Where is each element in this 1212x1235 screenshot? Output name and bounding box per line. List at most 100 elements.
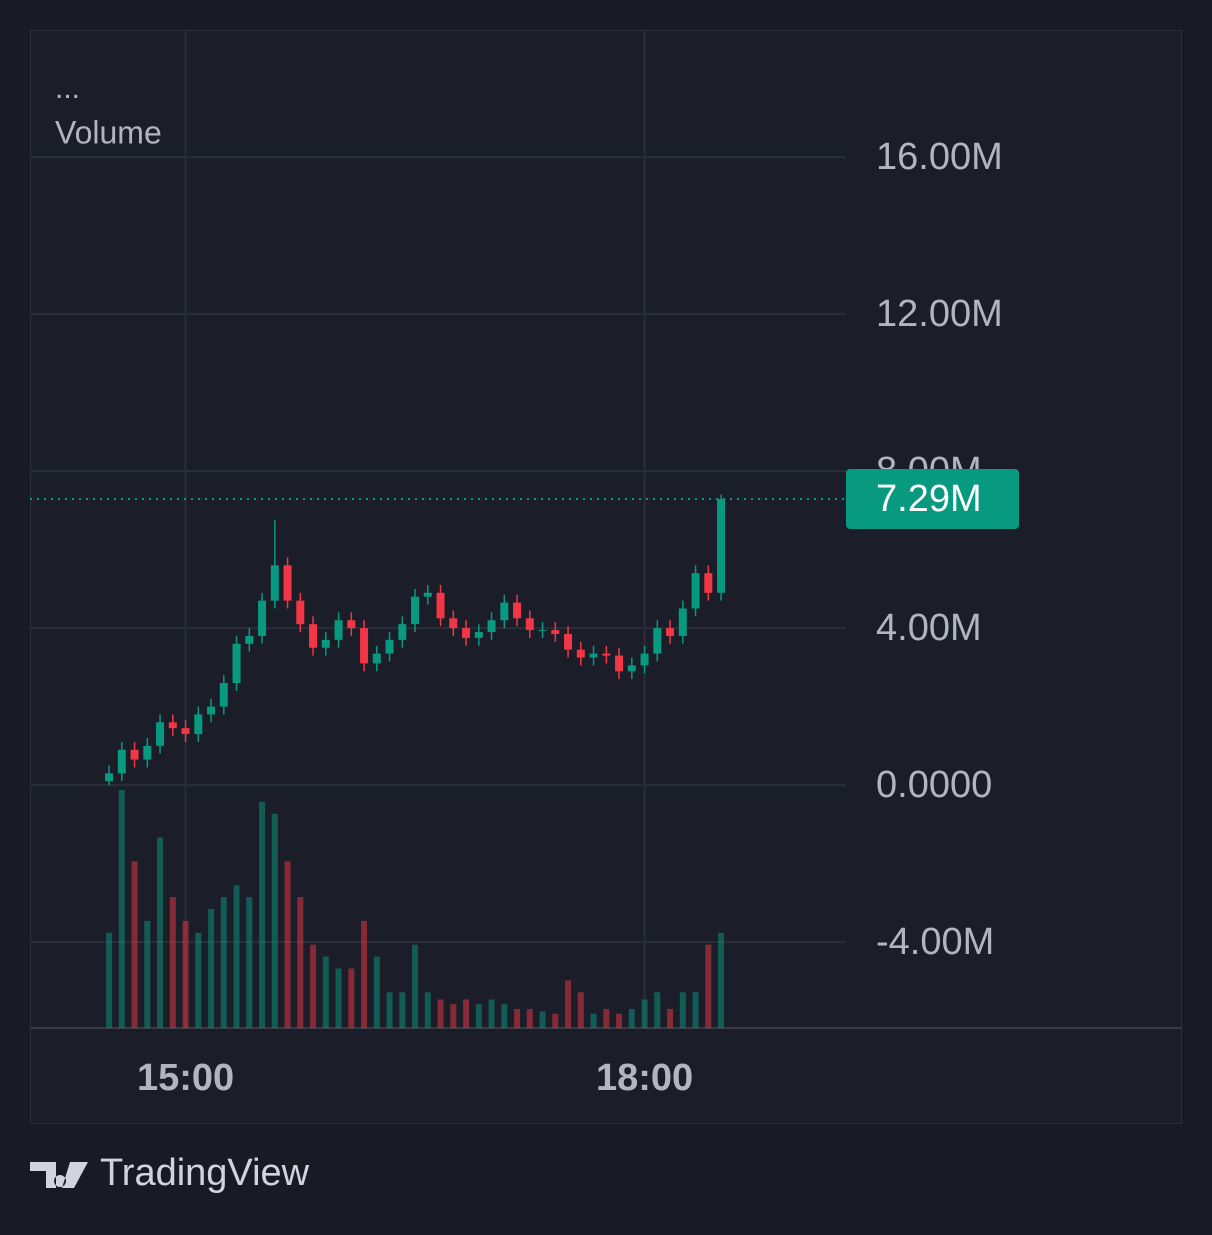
candle-body	[487, 620, 496, 633]
brand-name: TradingView	[100, 1152, 310, 1194]
volume-bar	[361, 920, 368, 1028]
candle-body	[564, 633, 573, 650]
candle-body	[296, 600, 305, 625]
candle-body	[653, 628, 662, 654]
volume-bar	[182, 920, 189, 1028]
volume-bar	[437, 999, 444, 1028]
volume-bar	[169, 897, 176, 1028]
volume-bar	[373, 956, 380, 1028]
volume-bar	[667, 1008, 674, 1028]
volume-bar	[475, 1004, 482, 1028]
y-tick-label: 16.00M	[876, 136, 1003, 178]
volume-bar	[399, 992, 406, 1028]
candle-body	[704, 573, 713, 593]
volume-bar	[577, 992, 584, 1028]
candle-body	[181, 728, 190, 735]
volume-bar	[157, 837, 164, 1028]
candle-body	[691, 573, 700, 609]
volume-bar	[386, 992, 393, 1028]
x-tick-label: 15:00	[137, 1057, 234, 1099]
candle-body	[500, 602, 509, 621]
candle-body	[385, 639, 394, 654]
candle-body	[411, 596, 420, 625]
candle-body	[423, 592, 432, 597]
candle-body	[462, 628, 471, 638]
last-price-box	[846, 468, 1019, 529]
candle-body	[334, 620, 343, 640]
volume-bar	[641, 999, 648, 1028]
volume-bar	[654, 992, 661, 1028]
candle-body	[398, 624, 407, 640]
logo-icon	[30, 1162, 88, 1188]
candle-body	[156, 722, 165, 746]
logo[interactable]: TradingView	[30, 1152, 310, 1194]
candle-body	[232, 643, 241, 684]
volume-bar	[590, 1013, 597, 1028]
candle-body	[347, 620, 356, 629]
volume-bar	[539, 1011, 546, 1028]
candle-body	[627, 665, 636, 672]
candle-body	[372, 653, 381, 664]
candle-body	[513, 602, 522, 619]
candle-body	[602, 653, 611, 656]
candle-body	[219, 683, 228, 707]
candle-body	[538, 630, 547, 632]
volume-bar	[348, 968, 355, 1028]
volume-bar	[718, 932, 725, 1028]
y-tick-label: 0.0000	[876, 764, 992, 806]
candle-body	[258, 600, 267, 636]
candle-body	[130, 749, 139, 760]
candle-body	[309, 624, 318, 648]
candle-body	[525, 618, 534, 631]
volume-bar	[616, 1013, 623, 1028]
volume-bar	[297, 897, 304, 1028]
y-tick-label: -4.00M	[876, 921, 994, 963]
candle-body	[117, 749, 126, 774]
volume-bar	[195, 932, 202, 1028]
volume-bar	[246, 897, 253, 1028]
volume-bar	[106, 932, 113, 1028]
candle-body	[283, 565, 292, 601]
volume-bar	[603, 1008, 610, 1028]
volume-bar	[705, 944, 712, 1028]
candle-body	[207, 706, 216, 715]
volume-bar	[208, 909, 215, 1028]
volume-bar	[335, 968, 342, 1028]
volume-bar	[259, 801, 266, 1028]
candle-body	[589, 653, 598, 658]
candle-body	[678, 608, 687, 636]
candle-body	[360, 628, 369, 664]
candle-body	[168, 722, 177, 729]
volume-bar	[271, 813, 278, 1028]
candle-body	[551, 630, 560, 634]
last-price-label: 7.29M	[876, 478, 982, 520]
volume-bar	[131, 861, 138, 1028]
volume-bar	[424, 992, 431, 1028]
volume-bar	[118, 790, 125, 1028]
volume-bar	[552, 1013, 559, 1028]
x-tick-label: 18:00	[596, 1057, 693, 1099]
y-tick-label: 4.00M	[876, 607, 982, 649]
volume-label: Volume	[55, 114, 162, 150]
candle-body	[194, 714, 203, 735]
candle-body	[666, 628, 675, 636]
volume-bar	[488, 999, 495, 1028]
legend-dots[interactable]: ...	[55, 72, 80, 105]
candle-body	[143, 745, 152, 760]
volume-bar	[220, 897, 227, 1028]
volume-bar	[526, 1008, 533, 1028]
volume-bar	[679, 992, 686, 1028]
candle-body	[436, 592, 445, 619]
volume-bar	[450, 1004, 457, 1028]
candle-body	[105, 773, 114, 782]
y-tick-label: 12.00M	[876, 293, 1003, 335]
volume-bar	[412, 944, 419, 1028]
candle-body	[640, 653, 649, 666]
volume-bar	[501, 1004, 508, 1028]
volume-bar	[310, 944, 317, 1028]
volume-bar	[514, 1008, 521, 1028]
candle-body	[717, 498, 726, 593]
candle-body	[615, 655, 624, 672]
candle-body	[245, 635, 254, 644]
